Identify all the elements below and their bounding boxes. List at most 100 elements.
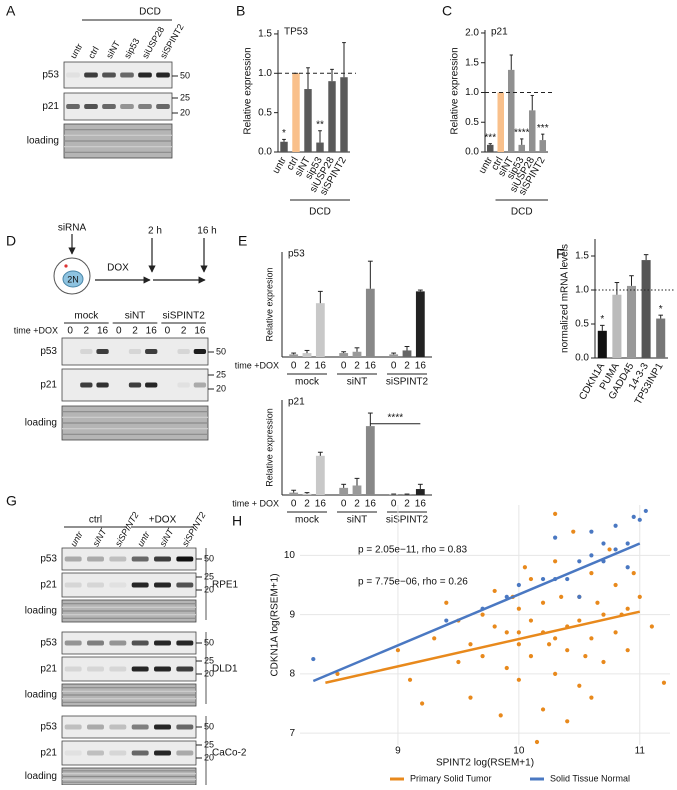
point [565, 719, 570, 724]
blot-band [176, 724, 194, 730]
bar [389, 494, 399, 495]
bar [415, 291, 425, 357]
bar [280, 141, 288, 152]
bar [315, 303, 325, 357]
cell-line-label: CaCo-2 [212, 748, 247, 759]
blot-band [145, 382, 158, 388]
series-label: 0 [291, 499, 297, 510]
significance: *** [537, 123, 549, 134]
blot-band [109, 724, 127, 730]
y-tick-label: 1.5 [465, 57, 479, 68]
blot-band [177, 349, 190, 354]
blot-band [109, 582, 127, 588]
significance: **** [514, 128, 530, 139]
row-label: p21 [40, 664, 57, 675]
blot-band [128, 382, 142, 388]
row-label: loading [25, 690, 57, 701]
row-label: p21 [40, 380, 57, 391]
bar [289, 492, 299, 495]
blot-band [138, 72, 152, 78]
cell-line-label: DLD1 [212, 664, 238, 675]
point [565, 576, 570, 582]
point [613, 523, 618, 528]
point [528, 618, 534, 623]
ploidy-label: 2N [67, 274, 79, 284]
point [534, 739, 540, 745]
schematic-label: 2 h [148, 226, 162, 237]
time-label: 2 [181, 326, 187, 337]
series-label: 16 [315, 499, 327, 510]
y-axis-label: Relative expression [264, 408, 274, 487]
fit-annotation: p = 2.05e−11, rho = 0.83 [358, 545, 468, 556]
row-label: loading [25, 418, 57, 429]
point [444, 600, 449, 605]
point [571, 529, 576, 534]
point [583, 654, 588, 659]
blot-strip [61, 547, 197, 571]
blot-strip [63, 61, 173, 89]
fit-line [325, 610, 641, 684]
significance: ** [316, 119, 324, 130]
y-tick-label: 2.0 [465, 28, 479, 39]
x-tick-label: 11 [635, 746, 646, 757]
point [625, 541, 630, 546]
y-axis-label: Relative expression [243, 47, 254, 134]
nucleus [62, 270, 84, 288]
series-label: 16 [415, 499, 427, 510]
point [407, 677, 413, 682]
series-label: 16 [415, 361, 427, 372]
series-label: 0 [291, 361, 297, 372]
blot-band [102, 104, 116, 109]
mw-marker: 20 [204, 668, 214, 678]
y-tick-label: 9 [289, 609, 295, 620]
point [565, 648, 570, 653]
bar [539, 140, 547, 152]
mw-marker: 25 [204, 571, 214, 581]
bar [497, 92, 505, 152]
y-axis-label: normalized mRNA levels [560, 244, 571, 353]
y-tick-label: 0.0 [465, 147, 479, 158]
point [522, 565, 528, 570]
blot-band [84, 72, 98, 78]
row-label: loading [25, 606, 57, 617]
bar [315, 455, 325, 495]
series-label: 0 [341, 361, 347, 372]
point [577, 683, 582, 688]
bar [402, 350, 412, 357]
row-label: p53 [40, 346, 57, 357]
blot-band [177, 382, 190, 388]
bar [328, 81, 336, 152]
blot-band [87, 666, 104, 672]
time-label: 16 [146, 326, 158, 337]
chart-title: p53 [288, 249, 305, 260]
series-label: 16 [315, 361, 327, 372]
point [601, 541, 606, 546]
point [516, 630, 521, 635]
y-tick-label: 1.0 [575, 285, 589, 296]
lane-label: ctrl [86, 45, 101, 60]
blot-band [109, 640, 127, 646]
point [540, 576, 546, 582]
point [559, 594, 564, 599]
y-tick-label: 1.0 [465, 87, 479, 98]
mw-marker: 50 [216, 346, 226, 356]
point [601, 612, 606, 617]
bar [352, 351, 362, 357]
point [540, 707, 546, 712]
bar [292, 73, 300, 152]
x-tick-label: mock [295, 515, 320, 526]
blot-band [154, 724, 171, 730]
mw-marker: 50 [180, 70, 190, 80]
series-label: 2 [304, 361, 310, 372]
series-label: 16 [365, 499, 377, 510]
series-label: 2 [304, 499, 310, 510]
point [613, 582, 618, 588]
x-tick-label: siNT [347, 377, 368, 388]
blot-strip [63, 92, 173, 121]
point [498, 713, 503, 718]
bar [316, 142, 324, 152]
x-tick-label: siSPINT2 [386, 377, 429, 388]
series-label: 0 [391, 499, 397, 510]
blot-band [87, 582, 104, 588]
